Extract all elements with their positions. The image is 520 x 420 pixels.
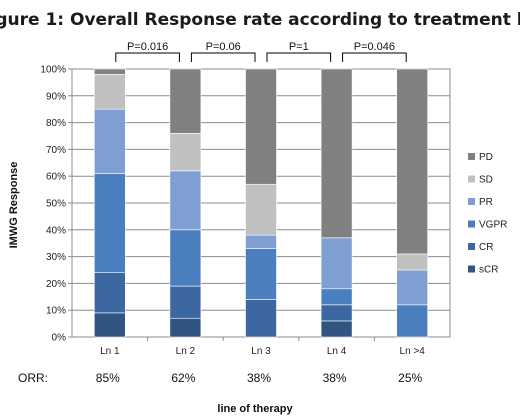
bar-segment-pr xyxy=(169,170,202,231)
y-tick-label: 70% xyxy=(46,145,66,156)
legend-swatch-vgpr xyxy=(468,220,475,228)
bar-segment-cr xyxy=(94,272,126,314)
legend-label-pd: PD xyxy=(479,152,493,163)
y-tick-label: 80% xyxy=(46,118,66,129)
legend-swatch-cr xyxy=(468,243,475,250)
p-value-label: P=0.06 xyxy=(206,41,241,53)
legend-label-sd: SD xyxy=(479,175,493,186)
p-value-label: P=1 xyxy=(289,41,309,53)
legend-label-vgpr: VGPR xyxy=(479,220,507,231)
bar-segment-vgpr xyxy=(245,248,277,300)
p-value-label: P=0.046 xyxy=(354,41,395,53)
bar-segment-cr xyxy=(169,285,202,319)
x-tick-label: Ln 3 xyxy=(251,346,271,357)
legend-swatch-pr xyxy=(468,198,475,205)
x-tick-label: Ln 1 xyxy=(100,346,120,357)
x-tick-label: Ln 2 xyxy=(176,346,196,357)
p-value-bracket xyxy=(266,52,332,62)
bar-segment-sd xyxy=(245,183,277,236)
legend-swatch-pd xyxy=(468,153,475,160)
p-value-label: P=0.016 xyxy=(127,41,168,53)
orr-value: 38% xyxy=(323,371,347,385)
p-value-brackets: P=0.016 P=0.06 P=1 P=0.046 xyxy=(115,41,407,62)
orr-label: ORR: xyxy=(18,371,48,385)
legend-swatch-sd xyxy=(468,175,475,183)
x-tick-label: Ln >4 xyxy=(400,346,426,357)
bar-segment-cr xyxy=(245,299,277,338)
orr-row: ORR: 85% 62% 38% 38% 25% xyxy=(18,371,423,385)
legend: PD SD PR VGPR CR sCR xyxy=(468,152,507,276)
bar-segment-sd xyxy=(396,253,429,271)
orr-value: 38% xyxy=(247,371,271,385)
x-axis-label: line of therapy xyxy=(217,403,293,415)
legend-label-scr: sCR xyxy=(479,265,498,276)
p-value-bracket xyxy=(115,52,180,62)
bar-segment-pr xyxy=(245,234,277,249)
bar-segment-pd xyxy=(396,68,429,255)
x-tick-label: Ln 4 xyxy=(327,346,347,357)
bar-segment-scr xyxy=(320,320,353,338)
bar-segment-cr xyxy=(320,304,353,322)
bar-segment-pr xyxy=(396,269,429,306)
y-tick-label: 40% xyxy=(46,225,66,236)
x-axis-ticks: Ln 1 Ln 2 Ln 3 Ln 4 Ln >4 xyxy=(100,346,425,357)
bar-segment-sd xyxy=(94,74,126,110)
bar-segment-scr xyxy=(94,312,126,338)
bar-segment-sd xyxy=(169,133,202,172)
legend-swatch-scr xyxy=(468,265,475,273)
bar-segment-pd xyxy=(245,68,277,185)
bar-segment-vgpr xyxy=(320,288,353,306)
y-tick-label: 10% xyxy=(46,306,66,317)
y-tick-label: 0% xyxy=(52,333,67,344)
bar-segment-pd xyxy=(169,68,202,134)
stacked-bars xyxy=(94,68,429,338)
bar-segment-pr xyxy=(320,237,353,290)
bar-segment-vgpr xyxy=(169,229,202,287)
orr-value: 25% xyxy=(398,371,422,385)
bar-segment-pd xyxy=(94,68,126,75)
y-tick-label: 50% xyxy=(46,199,66,210)
y-tick-label: 30% xyxy=(46,252,66,263)
p-value-bracket xyxy=(190,52,256,62)
bar-segment-pd xyxy=(320,68,353,239)
y-axis-label: IMWG Response xyxy=(8,162,20,249)
orr-value: 85% xyxy=(96,371,120,385)
p-value-bracket xyxy=(342,52,407,62)
legend-label-cr: CR xyxy=(479,242,493,253)
orr-value: 62% xyxy=(171,371,195,385)
chart-title: Figure 1: Overall Response rate accordin… xyxy=(0,10,520,30)
y-axis-ticks: 0% 10% 20% 30% 40% 50% 60% 70% 80% 90% 100% xyxy=(40,65,66,344)
bar-segment-pr xyxy=(94,108,126,174)
y-tick-label: 90% xyxy=(46,91,66,102)
y-tick-label: 100% xyxy=(40,65,66,76)
legend-label-pr: PR xyxy=(479,197,493,208)
y-tick-label: 60% xyxy=(46,172,66,183)
bar-segment-vgpr xyxy=(396,304,429,338)
bar-segment-scr xyxy=(169,317,202,338)
bar-segment-vgpr xyxy=(94,173,126,273)
y-tick-label: 20% xyxy=(46,279,66,290)
